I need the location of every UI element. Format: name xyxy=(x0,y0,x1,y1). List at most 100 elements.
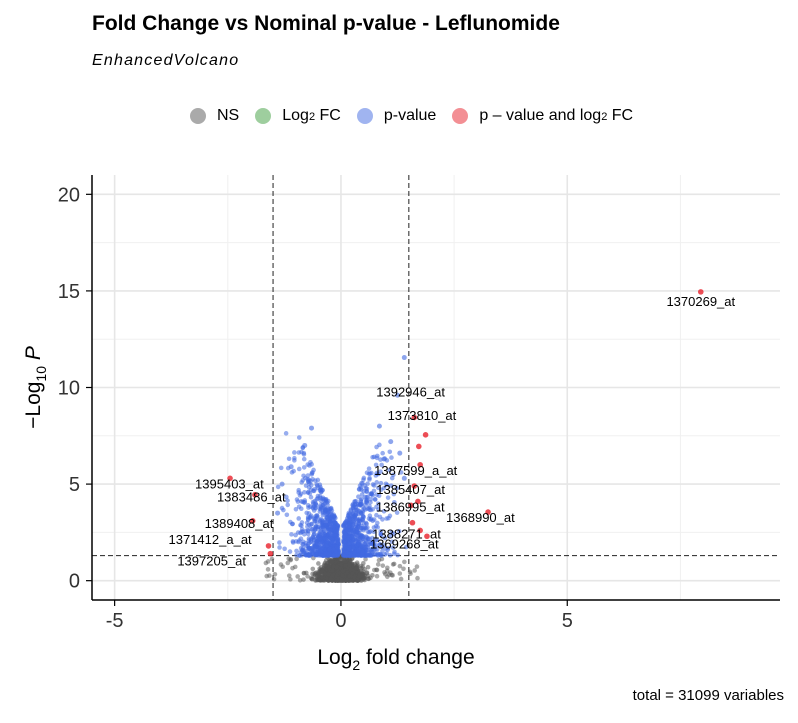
point-pvalue xyxy=(322,532,327,537)
point-pvalue xyxy=(396,528,402,534)
point-significant xyxy=(409,519,416,526)
point-pvalue xyxy=(301,456,307,462)
point-significant xyxy=(417,461,423,468)
point-ns xyxy=(305,574,310,579)
point-pvalue xyxy=(392,499,397,505)
point-pvalue xyxy=(311,529,316,534)
point-label: 1368990_at xyxy=(446,510,515,525)
point-pvalue xyxy=(303,483,309,488)
point-pvalue xyxy=(328,535,334,541)
point-pvalue xyxy=(296,435,302,440)
point-significant xyxy=(417,527,423,534)
legend-item-pvalue: p-value xyxy=(356,107,436,125)
y-tick-label: 0 xyxy=(69,571,80,593)
point-labels: 1370269_at 1392946_at 1373810_at 1387599_a_… xyxy=(169,294,736,569)
point-pvalue xyxy=(346,523,352,529)
point-pvalue xyxy=(285,502,291,508)
point-pvalue xyxy=(375,471,381,477)
point-pvalue xyxy=(301,473,306,479)
point-pvalue xyxy=(323,543,329,548)
point-ns xyxy=(335,571,341,577)
point-pvalue xyxy=(317,506,323,512)
point-ns xyxy=(265,567,271,572)
point-ns xyxy=(368,575,373,581)
point-pvalue xyxy=(387,449,393,455)
point-pvalue xyxy=(320,487,325,493)
point-significant xyxy=(265,543,272,549)
point-significant xyxy=(697,289,704,295)
point-label: 1383486_at xyxy=(217,490,286,505)
point-pvalue xyxy=(369,552,375,558)
point-pvalue xyxy=(343,520,348,525)
point-pvalue xyxy=(297,553,302,558)
point-ns xyxy=(354,560,360,565)
point-pvalue xyxy=(282,546,287,552)
point-ns xyxy=(330,567,336,573)
point-significant xyxy=(415,498,421,505)
point-pvalue xyxy=(390,545,396,550)
point-pvalue xyxy=(320,553,326,558)
point-pvalue xyxy=(389,455,394,460)
point-pvalue xyxy=(308,514,313,520)
point-pvalue xyxy=(284,494,289,500)
point-pvalue xyxy=(380,548,385,554)
point-pvalue xyxy=(346,545,352,550)
point-label: 1370269_at xyxy=(666,294,735,309)
point-pvalue xyxy=(275,484,281,490)
point-pvalue xyxy=(295,499,301,504)
point-pvalue xyxy=(309,521,314,527)
point-ns xyxy=(323,558,329,563)
point-pvalue xyxy=(304,510,310,516)
point-label: 1387599_a_at xyxy=(374,463,458,478)
point-ns xyxy=(402,559,407,565)
point-pvalue xyxy=(317,533,323,538)
point-pvalue xyxy=(376,507,381,512)
point-significant xyxy=(408,502,414,509)
point-pvalue xyxy=(301,452,307,457)
point-label: 1392946_at xyxy=(376,384,445,399)
point-pvalue xyxy=(277,545,282,550)
point-ns xyxy=(354,565,359,571)
point-pvalue xyxy=(360,481,365,486)
point-pvalue xyxy=(372,497,378,502)
point-ns xyxy=(397,571,403,576)
point-ns xyxy=(398,576,404,582)
point-pvalue xyxy=(385,547,390,553)
chart-caption: total = 31099 variables xyxy=(632,687,784,704)
point-pvalue xyxy=(364,486,370,492)
point-pvalue xyxy=(292,458,297,463)
point-pvalue xyxy=(401,475,407,481)
point-pvalue xyxy=(289,532,294,537)
point-pvalue xyxy=(361,477,366,482)
point-pvalue xyxy=(381,485,387,491)
point-label: 1395403_at xyxy=(195,476,264,491)
point-pvalue xyxy=(315,477,321,483)
point-pvalue xyxy=(364,521,369,527)
point-ns xyxy=(326,572,331,577)
point-ns xyxy=(349,578,354,583)
point-pvalue xyxy=(290,540,296,545)
point-pvalue xyxy=(310,488,316,494)
point-pvalue xyxy=(321,547,327,552)
point-ns xyxy=(380,563,386,568)
point-ns xyxy=(278,562,284,567)
point-pvalue xyxy=(382,552,388,557)
point-pvalue xyxy=(330,512,335,518)
point-ns xyxy=(301,570,307,576)
point-ns xyxy=(269,556,275,562)
point-pvalue xyxy=(379,462,384,468)
legend-label-ns: NS xyxy=(217,107,240,124)
point-pvalue xyxy=(288,464,294,470)
point-pvalue xyxy=(394,485,399,491)
legend-item-log2fc: Log2 FC xyxy=(255,107,341,125)
point-ns xyxy=(359,578,364,583)
point-pvalue xyxy=(346,535,352,541)
point-pvalue xyxy=(307,491,313,496)
point-ns xyxy=(365,564,371,570)
point-pvalue xyxy=(298,530,303,536)
point-label: 1389408_at xyxy=(205,516,274,531)
point-pvalue xyxy=(378,532,384,538)
point-pvalue xyxy=(327,531,333,537)
point-pvalue xyxy=(328,505,334,511)
point-significant xyxy=(424,533,430,540)
